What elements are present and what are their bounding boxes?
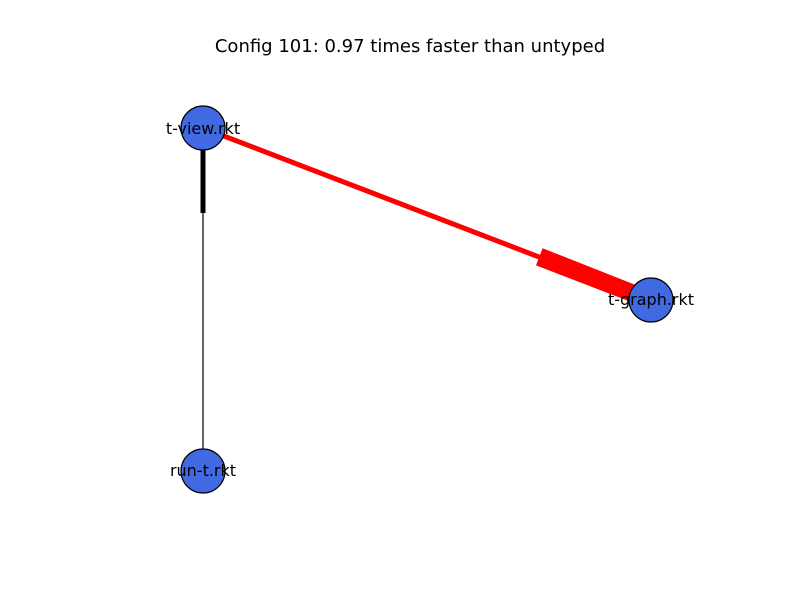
node-t-graph[interactable]: t-graph.rkt: [608, 277, 694, 323]
node-circle-t-view: [180, 105, 226, 151]
node-run-t[interactable]: run-t.rkt: [170, 448, 236, 494]
node-t-view[interactable]: t-view.rkt: [166, 105, 240, 151]
node-label-t-graph: t-graph.rkt: [608, 290, 694, 309]
node-label-run-t: run-t.rkt: [170, 461, 236, 480]
edge-arrowhead-t-view: [200, 150, 206, 213]
node-circle-run-t: [180, 448, 226, 494]
diagram-title: Config 101: 0.97 times faster than untyp…: [215, 36, 605, 57]
edge-run-t-to-t-view: [200, 128, 206, 471]
edge-arrowhead-t-graph: [536, 248, 639, 303]
node-circle-t-graph: [628, 277, 674, 323]
edge-t-view-to-t-graph: [202, 125, 652, 303]
node-label-t-view: t-view.rkt: [166, 119, 240, 138]
